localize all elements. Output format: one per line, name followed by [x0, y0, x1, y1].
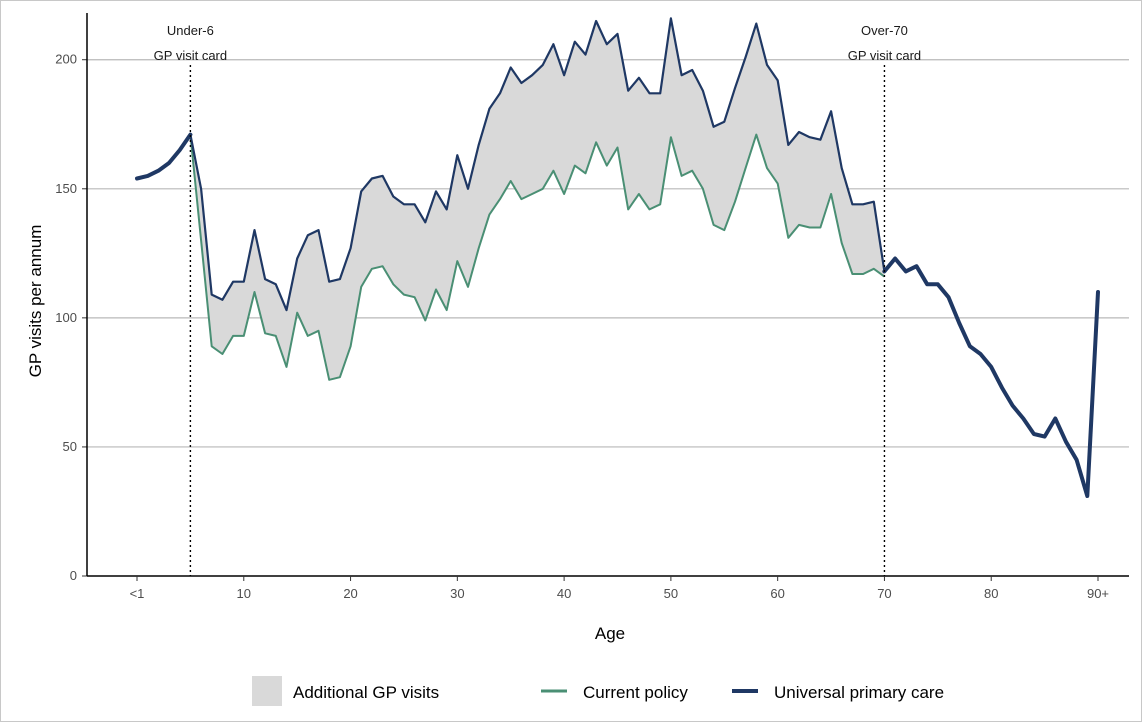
x-tick-label-10: 10	[237, 586, 251, 601]
policy-annotation-line2-0: GP visit card	[154, 48, 227, 63]
series-lines	[135, 17, 1100, 498]
legend-label-additional: Additional GP visits	[293, 683, 439, 702]
y-axis-title: GP visits per annum	[26, 225, 45, 378]
additional-visits-area	[190, 18, 885, 380]
y-tick-label-50: 50	[63, 439, 77, 454]
current-policy-line	[189, 133, 885, 381]
x-axis-title: Age	[595, 624, 625, 643]
legend-swatch-additional	[252, 676, 282, 706]
y-tick-label-0: 0	[70, 568, 77, 583]
policy-annotation-line1-1: Over-70	[861, 23, 908, 38]
legend: Additional GP visits Current policy Univ…	[252, 676, 944, 706]
legend-label-universal: Universal primary care	[774, 683, 944, 702]
x-tick-label-90: 90+	[1087, 586, 1109, 601]
y-tick-label-100: 100	[55, 310, 77, 325]
x-tick-label-30: 30	[450, 586, 464, 601]
legend-label-current: Current policy	[583, 683, 688, 702]
x-tick-label-50: 50	[664, 586, 678, 601]
universal-care-line-early	[135, 132, 193, 181]
universal-care-line-mid	[189, 17, 886, 312]
additional-visits-fill	[190, 18, 885, 380]
x-tick-label-70: 70	[877, 586, 891, 601]
x-tick-label-80: 80	[984, 586, 998, 601]
policy-annotation-line2-1: GP visit card	[848, 48, 921, 63]
x-tick-label-20: 20	[343, 586, 357, 601]
y-tick-label-150: 150	[55, 181, 77, 196]
axes: 0 50 100 150 200 <1 10 20 30 40 50 60 70 80 90+	[55, 13, 1129, 601]
x-tick-label-40: 40	[557, 586, 571, 601]
policy-annotations: Under-6 GP visit card Over-70 GP visit card	[154, 23, 921, 576]
universal-care-line-late	[882, 256, 1100, 498]
policy-annotation-line1-0: Under-6	[167, 23, 214, 38]
x-tick-label-60: 60	[770, 586, 784, 601]
x-tick-label-0: <1	[130, 586, 145, 601]
y-tick-label-200: 200	[55, 52, 77, 67]
